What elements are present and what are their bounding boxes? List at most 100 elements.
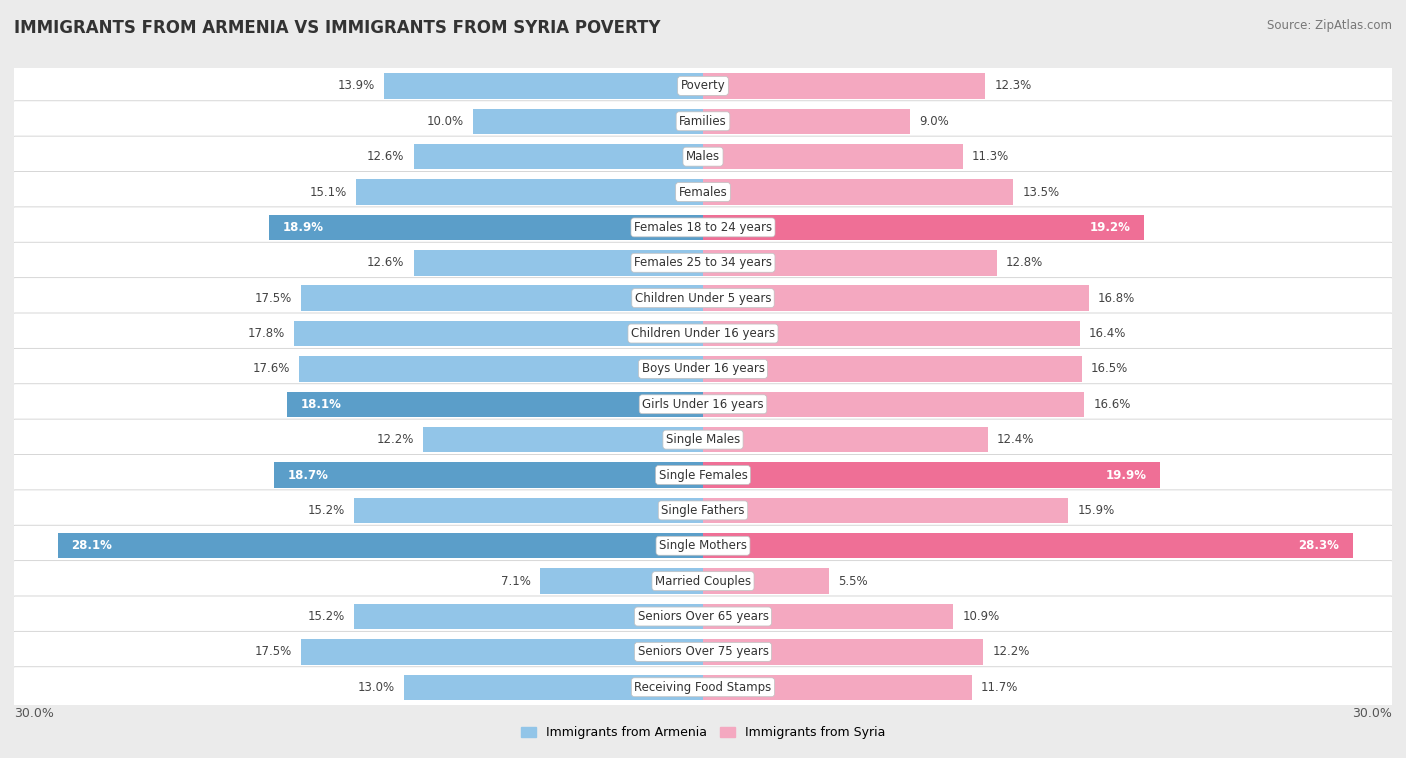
FancyBboxPatch shape <box>11 419 1395 460</box>
Text: 16.6%: 16.6% <box>1094 398 1130 411</box>
Text: Females 18 to 24 years: Females 18 to 24 years <box>634 221 772 234</box>
Text: 17.5%: 17.5% <box>254 645 292 659</box>
Text: 18.9%: 18.9% <box>283 221 323 234</box>
Text: Seniors Over 65 years: Seniors Over 65 years <box>637 610 769 623</box>
Text: 12.2%: 12.2% <box>993 645 1029 659</box>
Text: Females 25 to 34 years: Females 25 to 34 years <box>634 256 772 269</box>
Bar <box>703 74 986 99</box>
Bar <box>703 108 910 134</box>
Text: Single Mothers: Single Mothers <box>659 539 747 553</box>
Text: 19.9%: 19.9% <box>1105 468 1146 481</box>
Text: 18.7%: 18.7% <box>287 468 328 481</box>
Bar <box>703 604 953 629</box>
Text: 28.1%: 28.1% <box>72 539 112 553</box>
Text: 18.1%: 18.1% <box>301 398 342 411</box>
Legend: Immigrants from Armenia, Immigrants from Syria: Immigrants from Armenia, Immigrants from… <box>516 721 890 744</box>
Bar <box>299 356 703 381</box>
Text: Poverty: Poverty <box>681 80 725 92</box>
Bar <box>269 215 703 240</box>
Text: 9.0%: 9.0% <box>920 114 949 128</box>
FancyBboxPatch shape <box>11 525 1395 566</box>
Bar <box>356 180 703 205</box>
Text: 5.5%: 5.5% <box>838 575 868 587</box>
Text: 12.8%: 12.8% <box>1007 256 1043 269</box>
Bar <box>423 427 703 453</box>
Text: 15.2%: 15.2% <box>308 610 344 623</box>
Text: 17.5%: 17.5% <box>254 292 292 305</box>
Bar <box>703 180 1012 205</box>
FancyBboxPatch shape <box>11 313 1395 354</box>
Bar <box>703 568 830 594</box>
Text: Families: Families <box>679 114 727 128</box>
Text: Single Fathers: Single Fathers <box>661 504 745 517</box>
Text: Married Couples: Married Couples <box>655 575 751 587</box>
Bar <box>703 215 1144 240</box>
Text: 30.0%: 30.0% <box>1353 706 1392 719</box>
Bar <box>294 321 703 346</box>
Text: 12.6%: 12.6% <box>367 150 405 163</box>
FancyBboxPatch shape <box>11 243 1395 283</box>
Text: 10.9%: 10.9% <box>963 610 1000 623</box>
Bar <box>354 604 703 629</box>
Text: 13.0%: 13.0% <box>359 681 395 694</box>
Text: Females: Females <box>679 186 727 199</box>
Bar <box>413 250 703 275</box>
Bar <box>703 250 997 275</box>
Text: Single Females: Single Females <box>658 468 748 481</box>
Text: Children Under 16 years: Children Under 16 years <box>631 327 775 340</box>
Text: 16.4%: 16.4% <box>1088 327 1126 340</box>
Text: 19.2%: 19.2% <box>1090 221 1130 234</box>
FancyBboxPatch shape <box>11 561 1395 602</box>
Text: Receiving Food Stamps: Receiving Food Stamps <box>634 681 772 694</box>
Text: 7.1%: 7.1% <box>501 575 531 587</box>
Bar <box>274 462 703 487</box>
Text: 12.6%: 12.6% <box>367 256 405 269</box>
Text: 10.0%: 10.0% <box>427 114 464 128</box>
FancyBboxPatch shape <box>11 171 1395 212</box>
Bar <box>703 533 1353 559</box>
Text: 12.4%: 12.4% <box>997 433 1035 446</box>
Text: 15.9%: 15.9% <box>1077 504 1115 517</box>
FancyBboxPatch shape <box>11 490 1395 531</box>
Text: 17.8%: 17.8% <box>247 327 285 340</box>
Bar <box>703 462 1160 487</box>
Bar <box>384 74 703 99</box>
Bar <box>474 108 703 134</box>
Text: Seniors Over 75 years: Seniors Over 75 years <box>637 645 769 659</box>
Text: 30.0%: 30.0% <box>14 706 53 719</box>
FancyBboxPatch shape <box>11 667 1395 708</box>
Bar <box>703 356 1083 381</box>
FancyBboxPatch shape <box>11 101 1395 142</box>
Bar <box>703 675 972 700</box>
FancyBboxPatch shape <box>11 631 1395 672</box>
Text: 16.8%: 16.8% <box>1098 292 1135 305</box>
Bar <box>703 392 1084 417</box>
Bar <box>58 533 703 559</box>
Text: Single Males: Single Males <box>666 433 740 446</box>
Bar <box>703 427 988 453</box>
Text: 12.3%: 12.3% <box>994 80 1032 92</box>
Text: Children Under 5 years: Children Under 5 years <box>634 292 772 305</box>
Text: 15.1%: 15.1% <box>309 186 347 199</box>
Text: 16.5%: 16.5% <box>1091 362 1129 375</box>
Bar <box>703 321 1080 346</box>
FancyBboxPatch shape <box>11 65 1395 106</box>
Bar <box>301 286 703 311</box>
Bar <box>703 286 1088 311</box>
Text: 11.3%: 11.3% <box>972 150 1010 163</box>
FancyBboxPatch shape <box>11 207 1395 248</box>
Bar <box>354 498 703 523</box>
FancyBboxPatch shape <box>11 277 1395 318</box>
Text: IMMIGRANTS FROM ARMENIA VS IMMIGRANTS FROM SYRIA POVERTY: IMMIGRANTS FROM ARMENIA VS IMMIGRANTS FR… <box>14 19 661 37</box>
Bar <box>703 144 963 169</box>
Text: 12.2%: 12.2% <box>377 433 413 446</box>
FancyBboxPatch shape <box>11 349 1395 390</box>
Bar <box>703 639 983 665</box>
Bar <box>301 639 703 665</box>
Bar <box>703 498 1069 523</box>
Text: 15.2%: 15.2% <box>308 504 344 517</box>
Text: 13.5%: 13.5% <box>1022 186 1059 199</box>
Text: Boys Under 16 years: Boys Under 16 years <box>641 362 765 375</box>
Text: Source: ZipAtlas.com: Source: ZipAtlas.com <box>1267 19 1392 32</box>
Bar <box>287 392 703 417</box>
